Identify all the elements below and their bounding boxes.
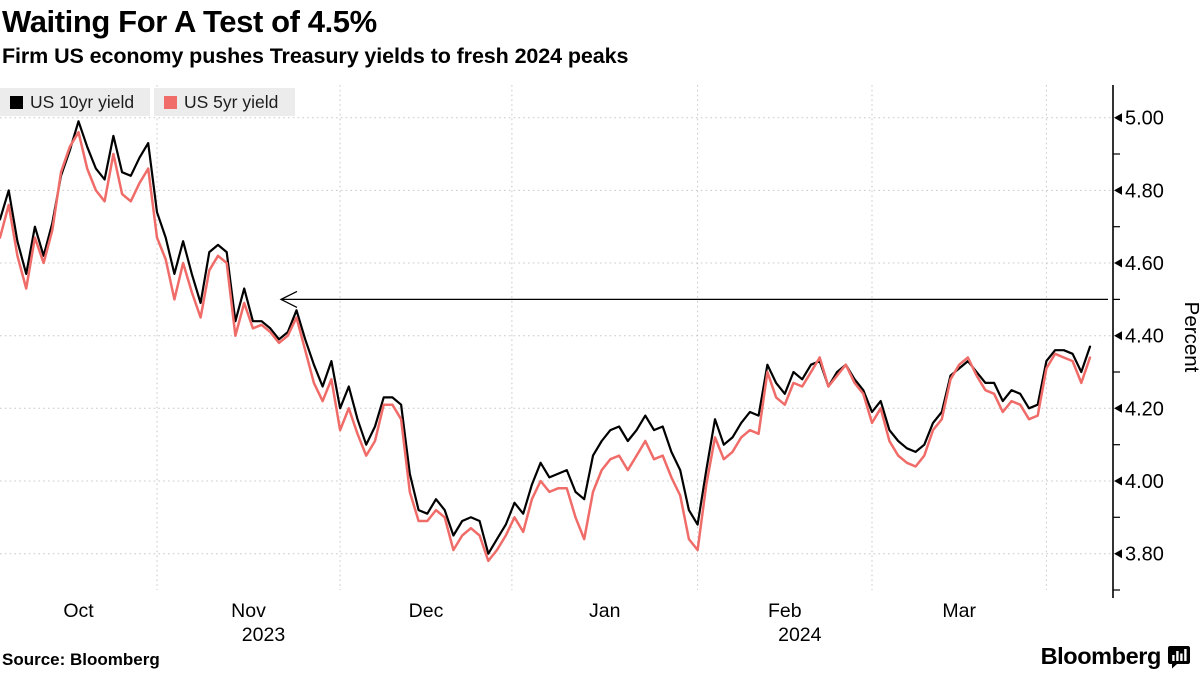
y-axis-title: Percent <box>1180 302 1200 373</box>
x-year-label: 2024 <box>778 624 822 646</box>
y-major-tick-arrow-icon <box>1114 185 1122 195</box>
y-tick-label: 4.80 <box>1125 180 1164 202</box>
y-major-tick-arrow-icon <box>1114 476 1122 486</box>
bloomberg-logo: Bloomberg <box>1041 643 1191 670</box>
legend-label-5yr: US 5yr yield <box>184 91 279 112</box>
legend-swatch-10yr-icon <box>10 95 23 109</box>
chart-title: Waiting For A Test of 4.5% <box>2 4 377 39</box>
series-line-us-5yr-yield <box>0 130 1092 563</box>
y-tick-label: 5.00 <box>1125 108 1164 130</box>
x-month-label: Oct <box>63 600 94 622</box>
source-credit: Source: Bloomberg <box>2 650 160 669</box>
legend-item-us-10yr-yield: US 10yr yield <box>0 88 150 116</box>
chart-subtitle: Firm US economy pushes Treasury yields t… <box>2 44 629 68</box>
annotation-arrow-head-icon <box>279 290 298 308</box>
y-tick-label: 4.40 <box>1125 326 1164 348</box>
y-tick-label: 4.00 <box>1125 471 1164 493</box>
legend-swatch-5yr-icon <box>164 95 177 109</box>
x-month-label: Dec <box>409 600 444 622</box>
bloomberg-chart-bubble-icon <box>1168 645 1190 668</box>
legend-item-us-5yr-yield: US 5yr yield <box>154 88 295 116</box>
x-month-label: Feb <box>768 600 802 622</box>
y-major-tick-arrow-icon <box>1114 549 1122 559</box>
y-tick-label: 4.60 <box>1125 253 1164 275</box>
legend-label-10yr: US 10yr yield <box>30 91 135 112</box>
x-month-label: Jan <box>589 600 620 622</box>
x-month-label: Mar <box>942 600 976 622</box>
y-tick-label: 4.20 <box>1125 398 1164 420</box>
y-tick-label: 3.80 <box>1125 544 1164 566</box>
y-major-tick-arrow-icon <box>1114 258 1122 268</box>
x-year-label: 2023 <box>242 624 285 646</box>
y-major-tick-arrow-icon <box>1114 331 1122 341</box>
series-line-us-10yr-yield <box>0 120 1092 555</box>
y-major-tick-arrow-icon <box>1114 113 1122 123</box>
y-major-tick-arrow-icon <box>1114 403 1122 413</box>
x-month-label: Nov <box>231 600 266 622</box>
bloomberg-wordmark: Bloomberg <box>1040 643 1162 669</box>
